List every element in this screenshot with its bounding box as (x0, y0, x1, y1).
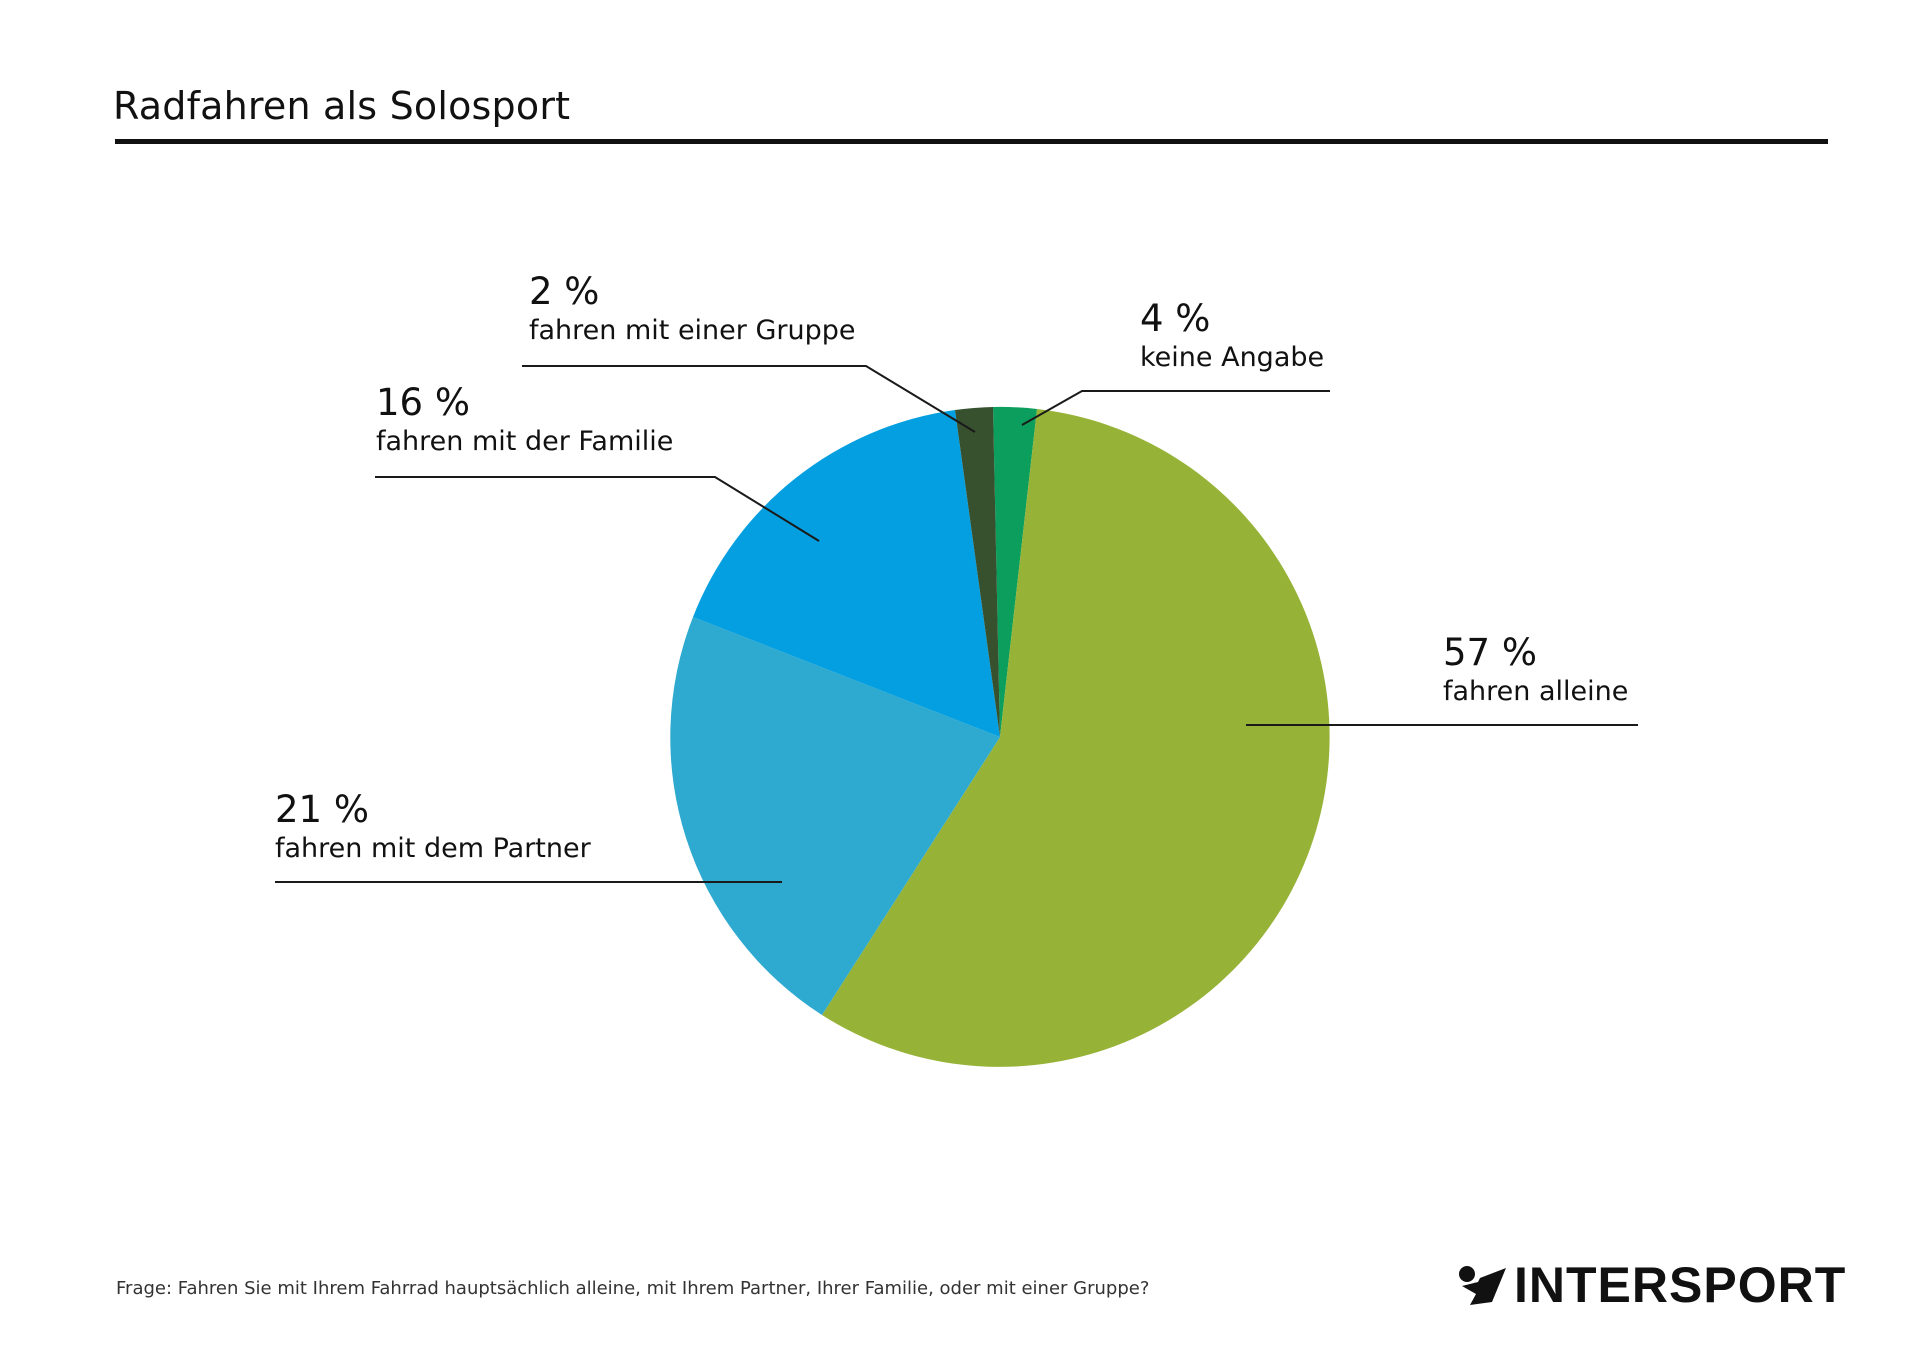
slice-alleine (822, 409, 1330, 1067)
intersport-logo-text: INTERSPORT (1514, 1257, 1847, 1313)
label-alleine-pct: 57 % (1443, 631, 1537, 674)
slice-familie (693, 410, 1000, 737)
label-alleine: 57 % fahren alleine (1443, 633, 1628, 708)
leader-line-familie (375, 476, 820, 542)
slice-gruppe (955, 407, 1000, 737)
label-gruppe-pct: 2 % (529, 270, 600, 313)
leader-line-keine-angabe (1021, 390, 1330, 426)
title-divider (115, 139, 1828, 144)
label-familie: 16 % fahren mit der Familie (376, 383, 673, 458)
survey-question: Frage: Fahren Sie mit Ihrem Fahrrad haup… (116, 1278, 1150, 1299)
label-familie-text: fahren mit der Familie (376, 426, 674, 457)
slice-partner (670, 617, 1000, 1015)
label-partner-text: fahren mit dem Partner (275, 833, 591, 864)
label-alleine-text: fahren alleine (1443, 676, 1629, 707)
intersport-logo-icon (1459, 1266, 1506, 1305)
label-familie-pct: 16 % (376, 381, 470, 424)
label-keine-angabe-pct: 4 % (1140, 297, 1211, 340)
label-partner: 21 % fahren mit dem Partner (275, 790, 591, 865)
label-keine-angabe-text: keine Angabe (1140, 342, 1325, 373)
leader-line-gruppe (522, 365, 976, 433)
intersport-logo: INTERSPORT (1458, 1256, 1846, 1314)
label-partner-pct: 21 % (275, 788, 369, 831)
label-gruppe-text: fahren mit einer Gruppe (529, 315, 856, 346)
slice-keine-angabe (993, 406, 1037, 737)
label-keine-angabe: 4 % keine Angabe (1140, 299, 1324, 374)
chart-title: Radfahren als Solosport (113, 84, 571, 128)
label-gruppe: 2 % fahren mit einer Gruppe (529, 272, 856, 347)
